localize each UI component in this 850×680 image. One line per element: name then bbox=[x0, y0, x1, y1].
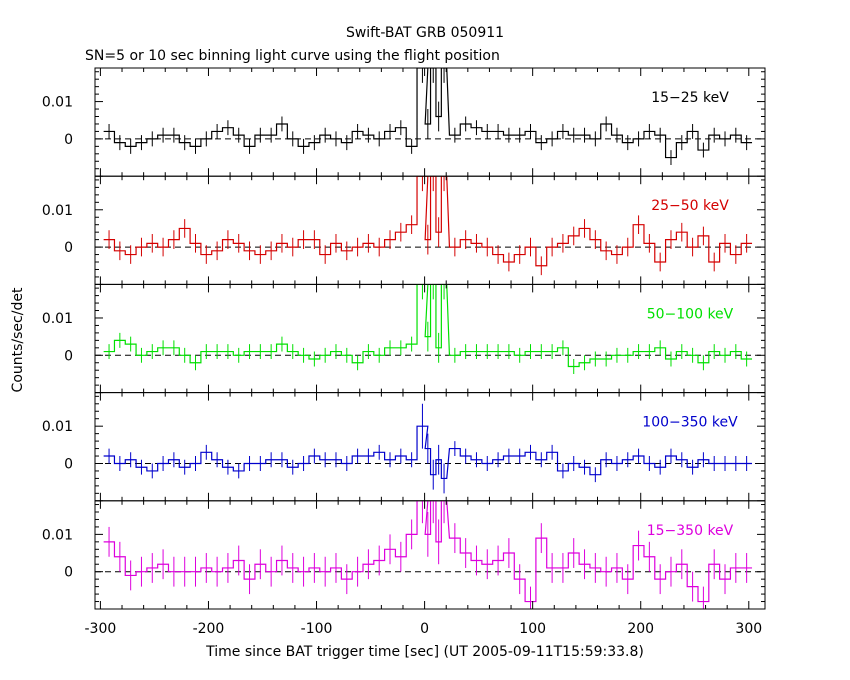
light-curve-step bbox=[103, 500, 753, 603]
band-label: 100−350 keV bbox=[642, 415, 738, 431]
y-tick-label: 0.01 bbox=[42, 527, 73, 543]
panel-3: 0 0.01 50−100 keV bbox=[42, 283, 766, 394]
y-tick-label: 0 bbox=[64, 456, 73, 472]
band-label: 50−100 keV bbox=[647, 306, 734, 322]
chart-title: Swift-BAT GRB 050911 bbox=[346, 25, 504, 41]
x-tick-label: -200 bbox=[193, 621, 225, 637]
light-curve-step bbox=[103, 284, 753, 368]
series-4 bbox=[103, 403, 753, 494]
y-tick-label: 0 bbox=[64, 240, 73, 256]
series-1 bbox=[103, 68, 753, 166]
y-tick-label: 0 bbox=[64, 132, 73, 148]
x-tick-label: 200 bbox=[627, 621, 654, 637]
x-tick-label: 100 bbox=[519, 621, 546, 637]
x-tick-label: -100 bbox=[301, 621, 333, 637]
band-label: 15−25 keV bbox=[651, 90, 729, 106]
band-label: 15−350 keV bbox=[647, 523, 734, 539]
x-axis-label: Time since BAT trigger time [sec] (UT 20… bbox=[205, 644, 644, 660]
y-tick-label: 0 bbox=[64, 565, 73, 581]
band-label: 25−50 keV bbox=[651, 198, 729, 214]
y-tick-label: 0.01 bbox=[42, 419, 73, 435]
panels-group: 0 0.01 15−25 keV 0 0.01 25−50 keV 0 0.01 50−100 … bbox=[42, 67, 766, 637]
x-tick-label: -300 bbox=[85, 621, 117, 637]
light-curve-step bbox=[103, 425, 753, 480]
y-axis-label: Counts/sec/det bbox=[10, 287, 26, 392]
x-tick-label: 300 bbox=[735, 621, 762, 637]
panel-4: 0 0.01 100−350 keV bbox=[42, 392, 766, 502]
light-curve-step bbox=[103, 68, 753, 159]
y-tick-label: 0.01 bbox=[42, 95, 73, 111]
series-2 bbox=[103, 176, 753, 276]
y-tick-label: 0 bbox=[64, 348, 73, 364]
panel-2: 0 0.01 25−50 keV bbox=[42, 175, 766, 285]
y-tick-label: 0.01 bbox=[42, 311, 73, 327]
x-tick-label: 0 bbox=[420, 621, 429, 637]
chart-subtitle: SN=5 or 10 sec binning light curve using… bbox=[85, 48, 500, 64]
series-5 bbox=[103, 500, 753, 609]
series-3 bbox=[103, 284, 753, 374]
y-tick-label: 0.01 bbox=[42, 203, 73, 219]
panel-frame bbox=[94, 392, 766, 502]
panel-1: 0 0.01 15−25 keV bbox=[42, 67, 766, 177]
panel-frame bbox=[94, 500, 766, 610]
panel-5: 0 0.01 15−350 keV bbox=[42, 500, 766, 610]
